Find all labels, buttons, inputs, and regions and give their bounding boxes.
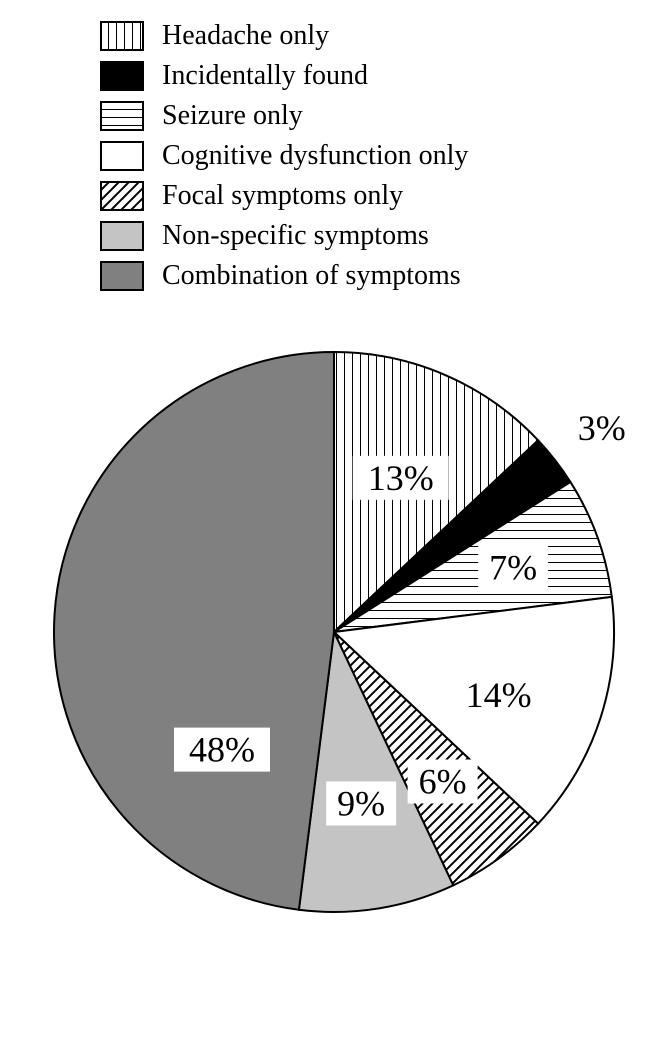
legend-label-incidental: Incidentally found <box>162 60 368 92</box>
pie-slice-combo <box>54 352 334 910</box>
pie-chart: 13% 3% 7% 14% 6% 9% 48% <box>24 322 644 942</box>
legend-swatch-nonspec <box>100 221 144 251</box>
legend-label-headache: Headache only <box>162 20 329 52</box>
legend-item-focal: Focal symptoms only <box>100 180 668 212</box>
pie-label-focal: 6% <box>419 762 467 802</box>
legend-item-incidental: Incidentally found <box>100 60 668 92</box>
legend-label-focal: Focal symptoms only <box>162 180 403 212</box>
legend-label-combo: Combination of symptoms <box>162 260 461 292</box>
legend-label-seizure: Seizure only <box>162 100 303 132</box>
legend-swatch-cognitive <box>100 141 144 171</box>
legend-label-cognitive: Cognitive dysfunction only <box>162 140 468 172</box>
legend-swatch-focal <box>100 181 144 211</box>
pie-chart-wrap: 13% 3% 7% 14% 6% 9% 48% <box>0 322 668 942</box>
legend-item-combo: Combination of symptoms <box>100 260 668 292</box>
legend-item-cognitive: Cognitive dysfunction only <box>100 140 668 172</box>
figure-container: Headache only Incidentally found Seizure o… <box>0 0 668 982</box>
pie-label-nonspec: 9% <box>337 783 385 823</box>
legend-item-seizure: Seizure only <box>100 100 668 132</box>
legend-item-headache: Headache only <box>100 20 668 52</box>
legend-label-nonspec: Non-specific symptoms <box>162 220 429 252</box>
legend-swatch-incidental <box>100 61 144 91</box>
pie-label-incidental: 3% <box>578 408 626 448</box>
pie-label-combo: 48% <box>189 730 255 770</box>
legend-item-nonspec: Non-specific symptoms <box>100 220 668 252</box>
legend: Headache only Incidentally found Seizure o… <box>100 20 668 292</box>
pie-label-seizure: 7% <box>489 548 537 588</box>
legend-swatch-seizure <box>100 101 144 131</box>
legend-swatch-combo <box>100 261 144 291</box>
pie-label-headache: 13% <box>368 458 434 498</box>
legend-swatch-headache <box>100 21 144 51</box>
pie-label-cognitive: 14% <box>466 675 532 715</box>
